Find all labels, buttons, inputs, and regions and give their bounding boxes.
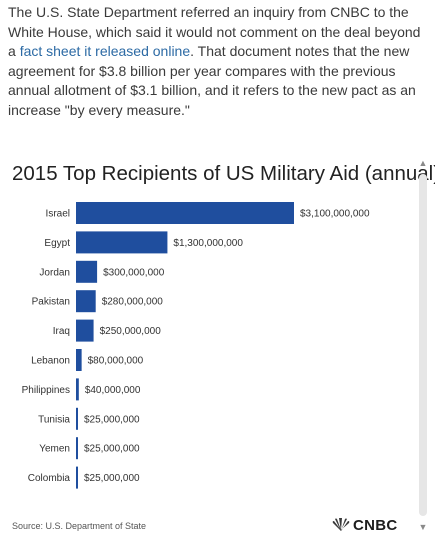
value-label: $280,000,000 bbox=[102, 297, 164, 308]
chevron-down-icon[interactable]: ▼ bbox=[418, 522, 428, 532]
chevron-up-icon[interactable]: ▲ bbox=[418, 158, 428, 168]
value-label: $3,100,000,000 bbox=[300, 209, 370, 220]
article-text-before-link: The U.S. State Department referred an in… bbox=[8, 4, 421, 59]
value-label: $250,000,000 bbox=[100, 326, 162, 337]
category-label: Israel bbox=[46, 209, 70, 220]
bar-lebanon[interactable] bbox=[76, 349, 82, 371]
article-text-after-link: . That document notes that the new agree… bbox=[8, 43, 416, 118]
value-label: $300,000,000 bbox=[103, 267, 165, 278]
value-label: $25,000,000 bbox=[84, 444, 140, 455]
category-label: Lebanon bbox=[31, 356, 70, 367]
value-label: $1,300,000,000 bbox=[173, 238, 243, 249]
cnbc-logo-text: CNBC bbox=[353, 516, 398, 534]
bar-iraq[interactable] bbox=[76, 319, 94, 342]
category-label: Pakistan bbox=[32, 297, 70, 308]
category-label: Colombia bbox=[28, 473, 71, 484]
bar-colombia[interactable] bbox=[76, 466, 78, 489]
chart-title: 2015 Top Recipients of US Military Aid (… bbox=[12, 162, 435, 185]
category-label: Iraq bbox=[53, 326, 70, 337]
category-label: Egypt bbox=[44, 238, 70, 249]
value-label: $40,000,000 bbox=[85, 385, 141, 396]
chart-card: 2015 Top Recipients of US Military Aid (… bbox=[0, 152, 435, 540]
value-label: $80,000,000 bbox=[88, 356, 144, 367]
category-label: Philippines bbox=[22, 385, 70, 396]
value-label: $25,000,000 bbox=[84, 473, 140, 484]
category-label: Jordan bbox=[39, 267, 70, 278]
nbc-peacock-icon bbox=[332, 518, 350, 531]
bar-chart: Israel $3,100,000,000 Egypt $1,300,000,000 J… bbox=[22, 202, 370, 489]
cnbc-logo: CNBC bbox=[332, 516, 398, 534]
value-label: $25,000,000 bbox=[84, 414, 140, 425]
category-label: Tunisia bbox=[38, 414, 70, 425]
bar-egypt[interactable] bbox=[76, 231, 168, 254]
bar-pakistan[interactable] bbox=[76, 290, 96, 313]
chart-scrollbar[interactable]: ▲ ▼ bbox=[415, 156, 431, 534]
category-label: Yemen bbox=[39, 444, 70, 455]
article-paragraph: The U.S. State Department referred an in… bbox=[8, 3, 428, 120]
bar-jordan[interactable] bbox=[76, 260, 98, 283]
scrollbar-track[interactable] bbox=[419, 174, 427, 516]
chart-source: Source: U.S. Department of State bbox=[12, 521, 147, 531]
bar-israel[interactable] bbox=[76, 202, 294, 224]
bar-philippines[interactable] bbox=[76, 378, 79, 401]
bar-yemen[interactable] bbox=[76, 437, 78, 460]
fact-sheet-link[interactable]: fact sheet it released online bbox=[19, 43, 191, 59]
bar-tunisia[interactable] bbox=[76, 407, 78, 430]
